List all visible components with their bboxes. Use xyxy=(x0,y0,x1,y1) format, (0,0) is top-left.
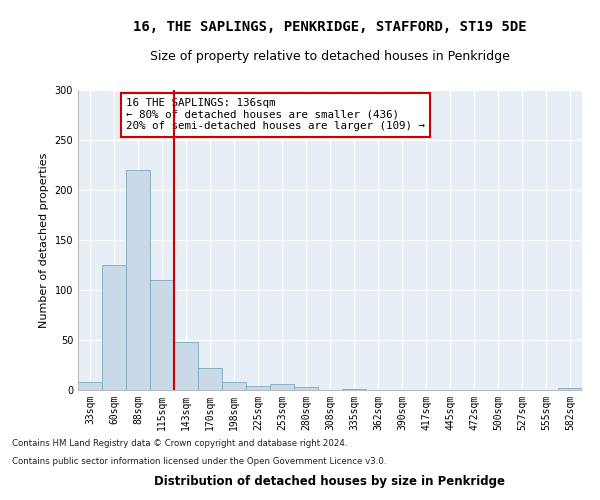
Bar xyxy=(222,382,246,390)
Bar xyxy=(174,342,198,390)
Y-axis label: Number of detached properties: Number of detached properties xyxy=(39,152,49,328)
Text: 16 THE SAPLINGS: 136sqm
← 80% of detached houses are smaller (436)
20% of semi-d: 16 THE SAPLINGS: 136sqm ← 80% of detache… xyxy=(126,98,425,131)
Text: 16, THE SAPLINGS, PENKRIDGE, STAFFORD, ST19 5DE: 16, THE SAPLINGS, PENKRIDGE, STAFFORD, S… xyxy=(133,20,527,34)
Bar xyxy=(246,386,270,390)
Bar xyxy=(78,382,102,390)
Bar xyxy=(126,170,150,390)
Bar xyxy=(102,265,126,390)
Text: Size of property relative to detached houses in Penkridge: Size of property relative to detached ho… xyxy=(150,50,510,63)
Bar xyxy=(270,384,294,390)
Text: Contains HM Land Registry data © Crown copyright and database right 2024.: Contains HM Land Registry data © Crown c… xyxy=(12,438,347,448)
Bar xyxy=(198,368,222,390)
Text: Contains public sector information licensed under the Open Government Licence v3: Contains public sector information licen… xyxy=(12,457,386,466)
Text: Distribution of detached houses by size in Penkridge: Distribution of detached houses by size … xyxy=(155,474,505,488)
Bar xyxy=(342,389,366,390)
Bar xyxy=(294,387,318,390)
Bar xyxy=(558,388,582,390)
Bar xyxy=(150,280,174,390)
